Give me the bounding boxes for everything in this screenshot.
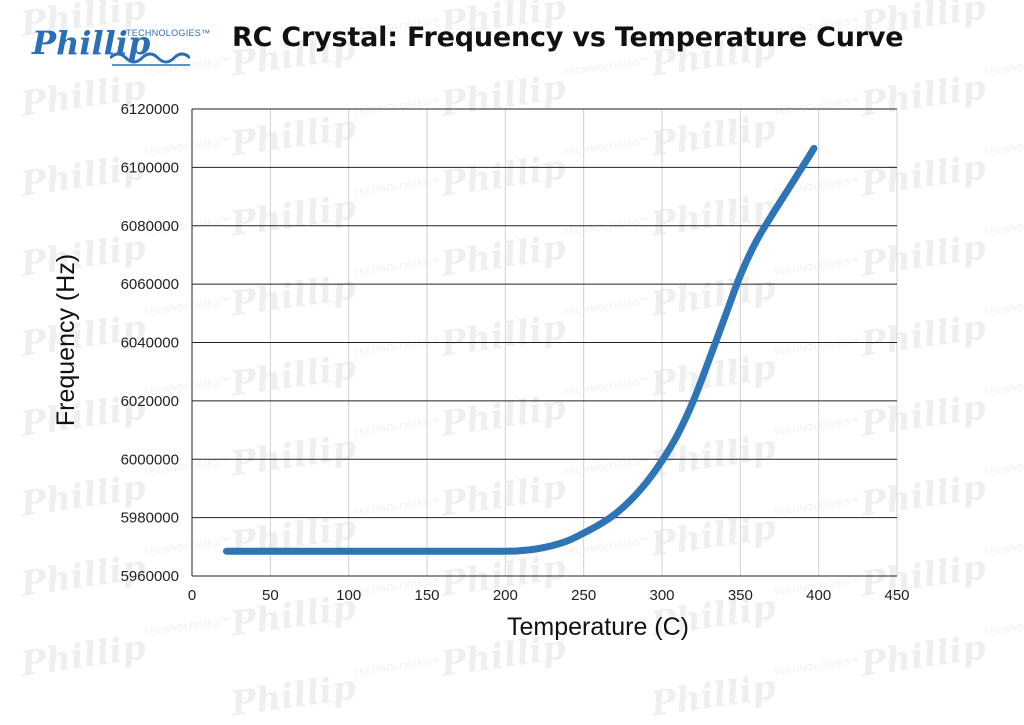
logo-subtext: TECHNOLOGIES™ bbox=[126, 28, 211, 38]
y-tick-label: 5960000 bbox=[121, 568, 179, 585]
y-tick-label: 6100000 bbox=[121, 159, 179, 176]
y-tick-label: 6120000 bbox=[121, 101, 179, 118]
x-tick-label: 300 bbox=[649, 587, 674, 604]
watermark-logo: PhillipTECHNOLOGIES™ bbox=[648, 655, 861, 725]
x-tick-label: 250 bbox=[571, 587, 596, 604]
x-tick-label: 0 bbox=[188, 587, 196, 604]
x-tick-label: 100 bbox=[336, 587, 361, 604]
logo-wave-icon bbox=[110, 52, 190, 66]
x-tick-label: 200 bbox=[493, 587, 518, 604]
x-tick-label: 450 bbox=[884, 587, 909, 604]
y-tick-label: 6020000 bbox=[121, 393, 179, 410]
y-tick-label: 6000000 bbox=[121, 451, 179, 468]
grid-layer bbox=[191, 108, 898, 577]
y-tick-label: 6040000 bbox=[121, 335, 179, 352]
y-tick-label: 6080000 bbox=[121, 218, 179, 235]
y-tick-label: 6060000 bbox=[121, 276, 179, 293]
x-tick-label: 350 bbox=[728, 587, 753, 604]
logo-text: Phillip bbox=[32, 24, 151, 62]
chart-plot: 0 50 100 150 200 250 300 350 400 450 5960000 598000… bbox=[52, 101, 910, 641]
x-tick-label: 50 bbox=[262, 587, 279, 604]
y-axis-title: Frequency (Hz) bbox=[52, 254, 80, 426]
company-logo: Phillip TECHNOLOGIES™ bbox=[30, 24, 210, 72]
x-tick-label: 150 bbox=[414, 587, 439, 604]
series-line bbox=[222, 144, 818, 555]
watermark-logo: PhillipTECHNOLOGIES™ bbox=[228, 655, 441, 725]
y-tick-label: 5980000 bbox=[121, 510, 179, 527]
chart-title: RC Crystal: Frequency vs Temperature Cur… bbox=[232, 22, 904, 53]
series-layer bbox=[222, 144, 818, 555]
x-axis-title: Temperature (C) bbox=[507, 613, 689, 641]
tick-label-layer: 0 50 100 150 200 250 300 350 400 450 5960000 598000… bbox=[121, 101, 910, 604]
x-tick-label: 400 bbox=[806, 587, 831, 604]
